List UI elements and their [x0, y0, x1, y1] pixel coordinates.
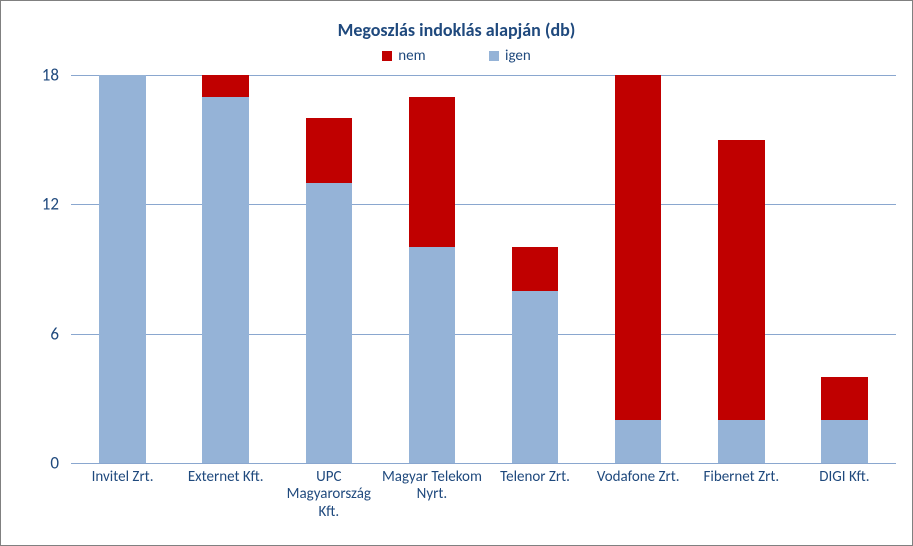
bar-segment-nem — [718, 140, 764, 420]
xtick-label: Fibernet Zrt. — [690, 463, 793, 486]
xtick-label: Vodafone Zrt. — [587, 463, 690, 486]
bar — [202, 75, 248, 463]
bar-segment-igen — [306, 183, 352, 463]
bar — [409, 75, 455, 463]
gridline — [71, 75, 896, 76]
legend-label-nem: nem — [398, 47, 425, 65]
ytick-label: 12 — [19, 194, 59, 215]
xtick-label: Invitel Zrt. — [71, 463, 174, 486]
bar-segment-nem — [409, 97, 455, 248]
gridline — [71, 334, 896, 335]
bar — [821, 75, 867, 463]
bar-segment-igen — [718, 420, 764, 463]
bar — [718, 75, 764, 463]
xtick-label: Telenor Zrt. — [484, 463, 587, 486]
legend-label-igen: igen — [505, 47, 531, 65]
xtick-label: Magyar Telekom Nyrt. — [380, 463, 483, 504]
gridline — [71, 204, 896, 205]
legend-item-igen: igen — [489, 47, 531, 65]
xtick-label: UPC Magyarország Kft. — [277, 463, 380, 521]
ytick-label: 6 — [19, 323, 59, 344]
bar-segment-nem — [306, 118, 352, 183]
legend: nem igen — [1, 47, 912, 66]
xtick-label: Externet Kft. — [174, 463, 277, 486]
bar — [99, 75, 145, 463]
legend-item-nem: nem — [382, 47, 425, 65]
bar-segment-nem — [821, 377, 867, 420]
legend-swatch-igen — [489, 51, 499, 61]
bar — [615, 75, 661, 463]
chart-frame: Megoszlás indoklás alapján (db) nem igen… — [0, 0, 913, 546]
bar-segment-igen — [202, 97, 248, 463]
bar — [512, 75, 558, 463]
ytick-label: 0 — [19, 453, 59, 474]
bar-segment-igen — [821, 420, 867, 463]
chart-title: Megoszlás indoklás alapján (db) — [1, 19, 912, 41]
plot-area: 061218Invitel Zrt.Externet Kft.UPC Magya… — [71, 75, 896, 464]
bar-segment-igen — [615, 420, 661, 463]
bar-segment-nem — [512, 247, 558, 290]
bar-segment-igen — [409, 247, 455, 463]
xtick-label: DIGI Kft. — [793, 463, 896, 486]
bar — [306, 75, 352, 463]
ytick-label: 18 — [19, 65, 59, 86]
bar-segment-igen — [99, 75, 145, 463]
bar-segment-igen — [512, 291, 558, 463]
bar-segment-nem — [615, 75, 661, 420]
bar-segment-nem — [202, 75, 248, 97]
legend-swatch-nem — [382, 51, 392, 61]
